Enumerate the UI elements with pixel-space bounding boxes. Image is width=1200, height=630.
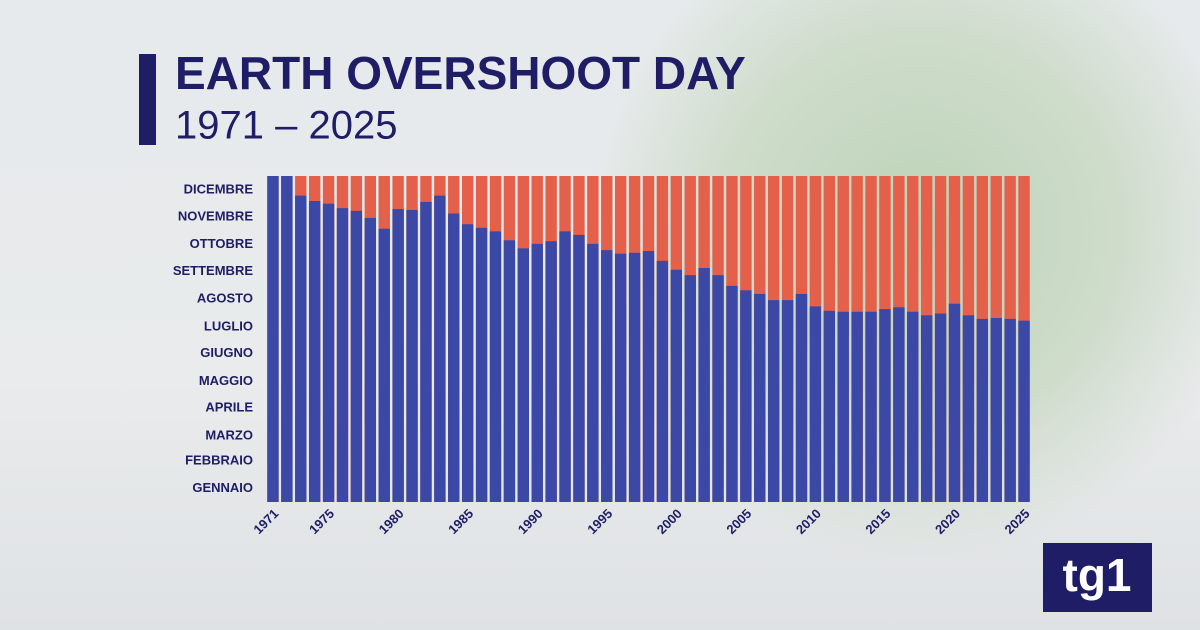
bar (754, 293, 766, 502)
bar (990, 318, 1002, 502)
y-tick-label: OTTOBRE (190, 236, 254, 251)
y-tick-label: MARZO (205, 427, 253, 442)
x-tick-label: 2020 (932, 506, 963, 537)
x-tick-label: 2010 (793, 506, 824, 537)
bar (656, 260, 669, 502)
bar (851, 311, 863, 502)
x-tick-label: 1980 (376, 506, 407, 537)
bar (795, 293, 808, 502)
bar (573, 234, 585, 503)
bar (1004, 318, 1016, 502)
y-tick-label: NOVEMBRE (178, 209, 253, 224)
bar (948, 303, 961, 502)
bar (281, 176, 293, 502)
bar (920, 315, 933, 502)
x-tick-label: 1995 (584, 506, 615, 537)
bar (587, 243, 599, 502)
y-tick-label: GENNAIO (192, 480, 253, 495)
bar (907, 311, 919, 502)
x-tick-label: 1971 (250, 506, 281, 537)
bar (489, 231, 502, 502)
bar (420, 201, 432, 502)
bar (642, 251, 655, 502)
bar (740, 290, 752, 502)
y-tick-label: SETTEMBRE (173, 263, 254, 278)
y-tick-label: GIUGNO (200, 345, 253, 360)
x-tick-label: 2005 (723, 506, 754, 537)
bar (614, 253, 627, 502)
bar (962, 315, 975, 502)
bar (517, 248, 530, 502)
bar (350, 210, 363, 502)
bar (406, 209, 418, 502)
bar (893, 307, 905, 502)
bar (503, 240, 516, 502)
bar (601, 250, 613, 502)
bar (461, 224, 474, 502)
bar (295, 195, 307, 502)
bar (628, 252, 641, 502)
bar (308, 201, 321, 502)
x-tick-label: 1975 (306, 506, 337, 537)
logo-box (1043, 543, 1152, 612)
bar (698, 267, 710, 502)
bar (267, 176, 279, 502)
x-tick-label: 2000 (654, 506, 685, 537)
logo: tg1 (1063, 549, 1132, 601)
y-tick-label: DICEMBRE (184, 182, 254, 197)
bar (475, 227, 488, 502)
x-tick-label: 2025 (1002, 506, 1033, 537)
bar (322, 203, 335, 502)
bar (837, 311, 849, 502)
bar (879, 309, 891, 502)
bar (392, 209, 404, 502)
y-tick-label: FEBBRAIO (185, 452, 253, 467)
bar (781, 300, 794, 502)
bar (726, 285, 738, 502)
bar (976, 318, 989, 502)
x-tick-label: 1985 (445, 506, 476, 537)
title-accent (139, 54, 156, 145)
chart-title: EARTH OVERSHOOT DAY (175, 47, 746, 99)
bar (684, 275, 696, 502)
bar (809, 306, 822, 502)
bar (448, 213, 460, 502)
y-tick-label: LUGLIO (204, 318, 253, 333)
bar (378, 228, 390, 502)
bar (934, 313, 947, 502)
bar (865, 311, 877, 502)
bar (670, 269, 683, 502)
bar (712, 275, 724, 502)
bar (559, 231, 571, 502)
bar (823, 310, 836, 502)
y-tick-label: MAGGIO (199, 373, 253, 388)
bar (767, 300, 780, 502)
bar (364, 217, 377, 502)
y-tick-label: AGOSTO (197, 291, 253, 306)
chart-subtitle: 1971 – 2025 (175, 104, 397, 148)
y-tick-label: APRILE (205, 400, 253, 415)
x-tick-label: 1990 (515, 506, 546, 537)
bar (336, 208, 349, 502)
bar (545, 241, 557, 502)
bar (434, 195, 446, 502)
bar (531, 243, 543, 502)
bar (1018, 320, 1030, 502)
x-tick-label: 2015 (862, 506, 893, 537)
